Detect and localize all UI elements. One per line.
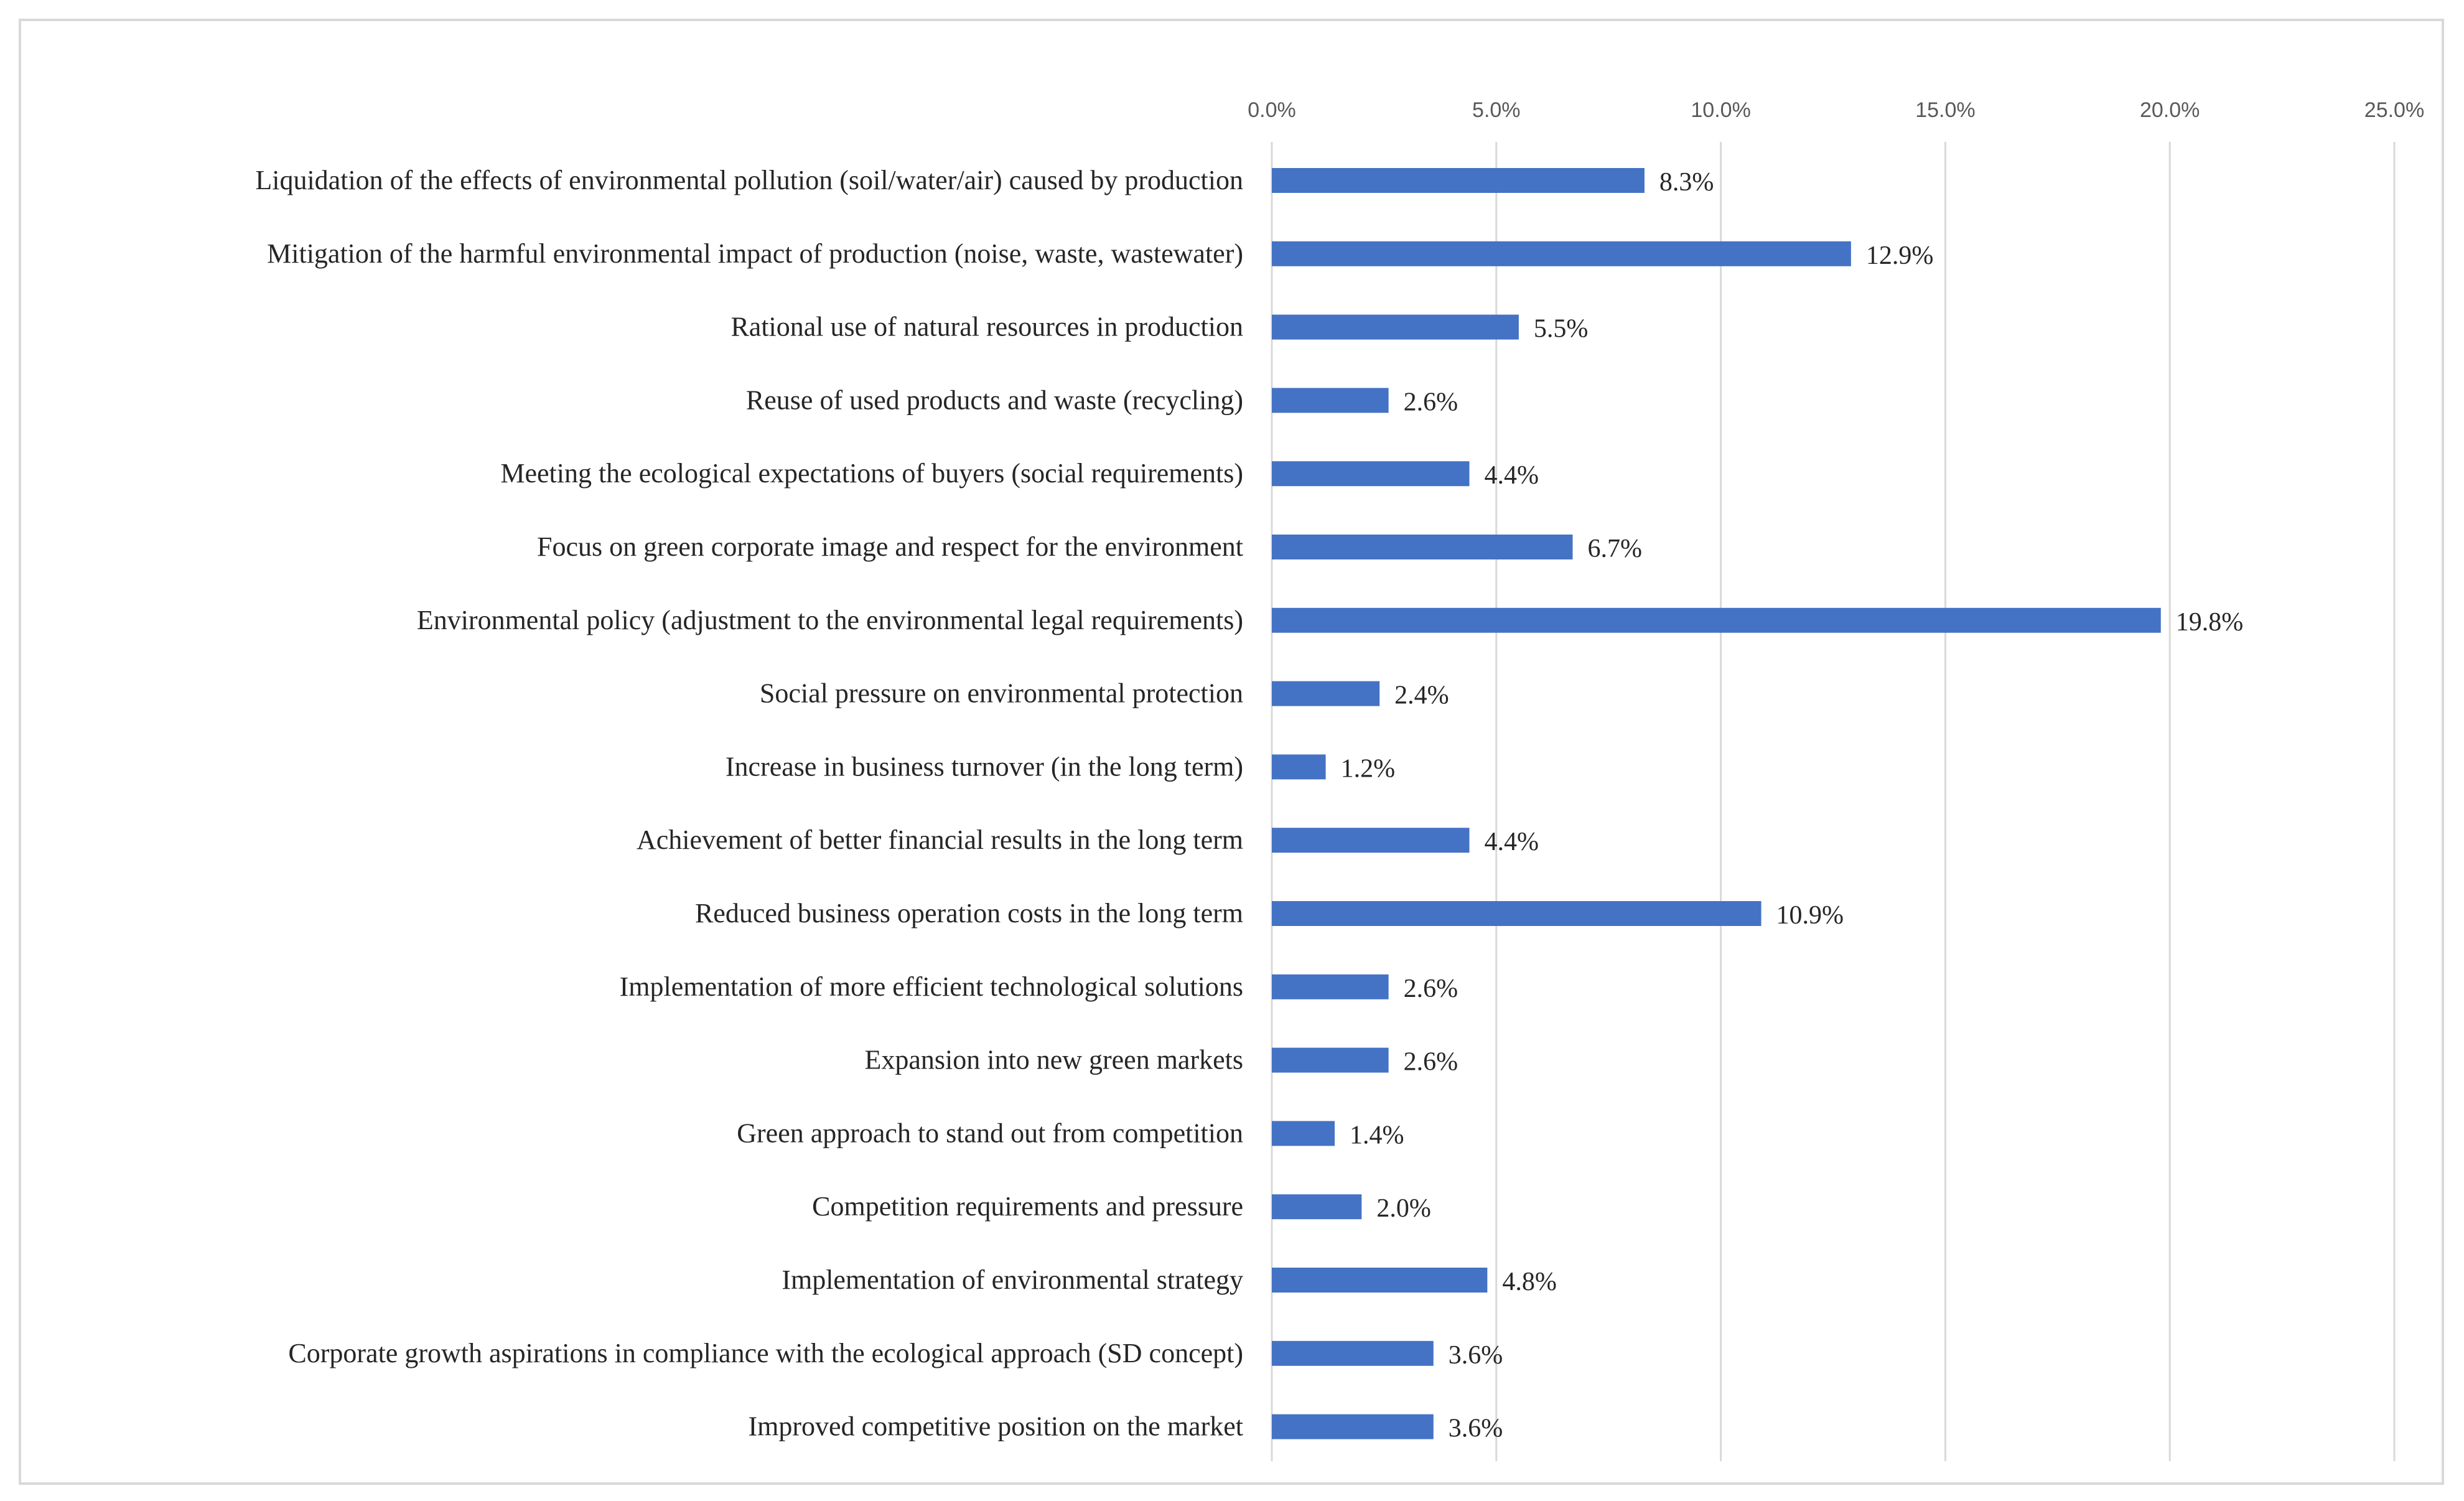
category-label: Reuse of used products and waste (recycl… <box>746 385 1243 415</box>
data-label: 1.4% <box>1350 1121 1404 1149</box>
chart-frame <box>19 19 2444 1485</box>
gridlines <box>1271 142 2396 1461</box>
data-label: 4.8% <box>1502 1268 1557 1296</box>
category-label: Expansion into new green markets <box>864 1045 1243 1075</box>
x-tick-label: 10.0% <box>1691 98 1750 122</box>
category-label: Focus on green corporate image and respe… <box>537 531 1243 562</box>
bar <box>1272 388 1389 413</box>
data-label: 2.6% <box>1404 1048 1458 1077</box>
data-label: 19.8% <box>2176 608 2244 637</box>
bar <box>1272 607 2161 633</box>
bar <box>1272 754 1326 780</box>
bar <box>1272 168 1645 193</box>
bar <box>1272 901 1762 926</box>
value-labels: 8.3% 12.9% 5.5% 2.6% 4.4% 6.7% 19.8% 2.4% 1.2% 4.… <box>1341 168 2244 1443</box>
bar <box>1272 1121 1335 1146</box>
data-label: 4.4% <box>1485 828 1539 856</box>
category-label: Mitigation of the harmful environmental … <box>267 238 1243 269</box>
bar <box>1272 1340 1434 1366</box>
category-label: Achievement of better financial results … <box>637 825 1243 855</box>
data-label: 4.4% <box>1485 461 1539 490</box>
x-tick-label: 0.0% <box>1248 98 1296 122</box>
data-label: 2.6% <box>1404 388 1458 416</box>
bar <box>1272 535 1573 559</box>
category-label: Corporate growth aspirations in complian… <box>288 1338 1243 1368</box>
data-label: 2.0% <box>1376 1194 1431 1223</box>
x-axis-ticks: 0.0% 5.0% 10.0% 15.0% 20.0% 25.0% <box>1248 98 2424 122</box>
bar <box>1272 1268 1488 1293</box>
bar <box>1272 241 1851 266</box>
x-tick-label: 25.0% <box>2364 98 2424 122</box>
data-label: 6.7% <box>1587 535 1642 563</box>
category-label: Reduced business operation costs in the … <box>695 898 1243 928</box>
category-label: Implementation of more efficient technol… <box>620 971 1243 1002</box>
data-label: 1.2% <box>1341 754 1396 783</box>
category-label: Social pressure on environmental protect… <box>760 678 1243 709</box>
data-label: 12.9% <box>1866 241 1934 270</box>
bar <box>1272 314 1519 340</box>
bar <box>1272 1047 1389 1073</box>
category-label: Implementation of environmental strategy <box>782 1265 1243 1295</box>
data-label: 2.4% <box>1394 681 1449 710</box>
category-label: Meeting the ecological expectations of b… <box>500 458 1243 489</box>
bar <box>1272 461 1470 487</box>
bars <box>1272 168 2161 1439</box>
category-label: Environmental policy (adjustment to the … <box>417 605 1243 635</box>
data-label: 5.5% <box>1534 315 1589 344</box>
category-label: Liquidation of the effects of environmen… <box>255 165 1243 195</box>
bar <box>1272 1194 1362 1220</box>
category-label: Rational use of natural resources in pro… <box>730 312 1243 342</box>
data-label: 10.9% <box>1776 901 1844 930</box>
category-label: Increase in business turnover (in the lo… <box>726 751 1243 782</box>
category-labels: Liquidation of the effects of environmen… <box>255 165 1243 1442</box>
x-tick-label: 20.0% <box>2140 98 2200 122</box>
category-label: Competition requirements and pressure <box>812 1191 1243 1222</box>
category-label: Green approach to stand out from competi… <box>737 1118 1243 1148</box>
category-label: Improved competitive position on the mar… <box>749 1411 1243 1442</box>
data-label: 8.3% <box>1659 168 1714 197</box>
data-label: 3.6% <box>1449 1341 1503 1370</box>
data-label: 3.6% <box>1449 1414 1503 1443</box>
bar <box>1272 974 1389 999</box>
data-label: 2.6% <box>1404 975 1458 1003</box>
x-tick-label: 5.0% <box>1472 98 1521 122</box>
bar <box>1272 681 1380 706</box>
bar <box>1272 1414 1434 1439</box>
x-tick-label: 15.0% <box>1915 98 1975 122</box>
bar <box>1272 828 1470 853</box>
